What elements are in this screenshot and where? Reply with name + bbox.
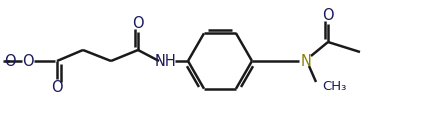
Text: O: O	[322, 7, 334, 22]
Text: O: O	[22, 54, 34, 68]
Text: N: N	[301, 54, 311, 68]
Text: O: O	[4, 54, 16, 68]
Text: O: O	[132, 15, 144, 30]
Text: NH: NH	[155, 54, 177, 68]
Text: O: O	[51, 81, 63, 96]
Text: CH₃: CH₃	[322, 80, 346, 92]
